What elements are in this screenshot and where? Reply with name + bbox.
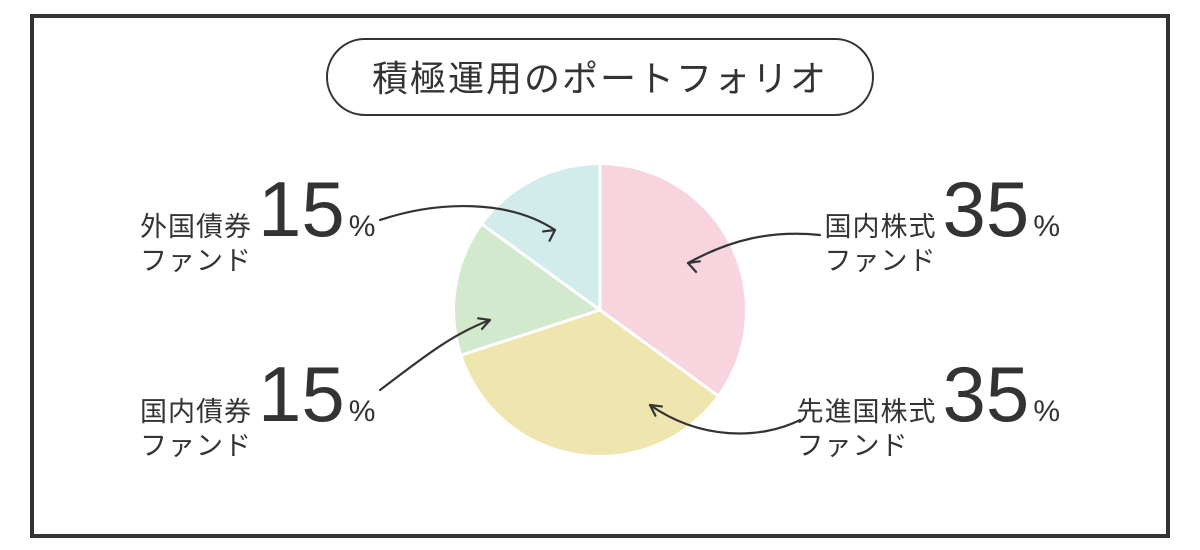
title-text: 積極運用のポートフォリオ xyxy=(372,58,828,99)
callout-domestic-bond: 国内債券 ファンド 15 % xyxy=(140,355,375,464)
callout-value: 35 xyxy=(943,170,1030,248)
callout-line1: 国内債券 xyxy=(140,396,252,430)
callout-line1: 先進国株式 xyxy=(797,396,937,430)
pie-chart xyxy=(455,165,745,455)
callout-line2: ファンド xyxy=(825,245,937,279)
percent-sign: % xyxy=(349,210,376,244)
pie-slices xyxy=(455,165,745,455)
callout-developed-equity: 先進国株式 ファンド 35 % xyxy=(797,355,1060,464)
percent-sign: % xyxy=(1033,395,1060,429)
callout-label: 先進国株式 ファンド xyxy=(797,396,937,464)
callout-domestic-equity: 国内株式 ファンド 35 % xyxy=(825,170,1060,279)
title-pill: 積極運用のポートフォリオ xyxy=(326,38,874,116)
chart-canvas: 積極運用のポートフォリオ 国内株式 ファンド 35 % 先進国株式 ファンド 3… xyxy=(0,0,1200,550)
callout-label: 国内株式 ファンド xyxy=(825,211,937,279)
callout-line2: ファンド xyxy=(140,245,252,279)
percent-sign: % xyxy=(349,395,376,429)
callout-line2: ファンド xyxy=(797,430,937,464)
callout-value: 35 xyxy=(943,355,1030,433)
callout-label: 国内債券 ファンド xyxy=(140,396,252,464)
callout-foreign-bond: 外国債券 ファンド 15 % xyxy=(140,170,375,279)
callout-line1: 外国債券 xyxy=(140,211,252,245)
callout-line2: ファンド xyxy=(140,430,252,464)
percent-sign: % xyxy=(1033,210,1060,244)
callout-value: 15 xyxy=(258,170,345,248)
callout-value: 15 xyxy=(258,355,345,433)
callout-line1: 国内株式 xyxy=(825,211,937,245)
callout-label: 外国債券 ファンド xyxy=(140,211,252,279)
